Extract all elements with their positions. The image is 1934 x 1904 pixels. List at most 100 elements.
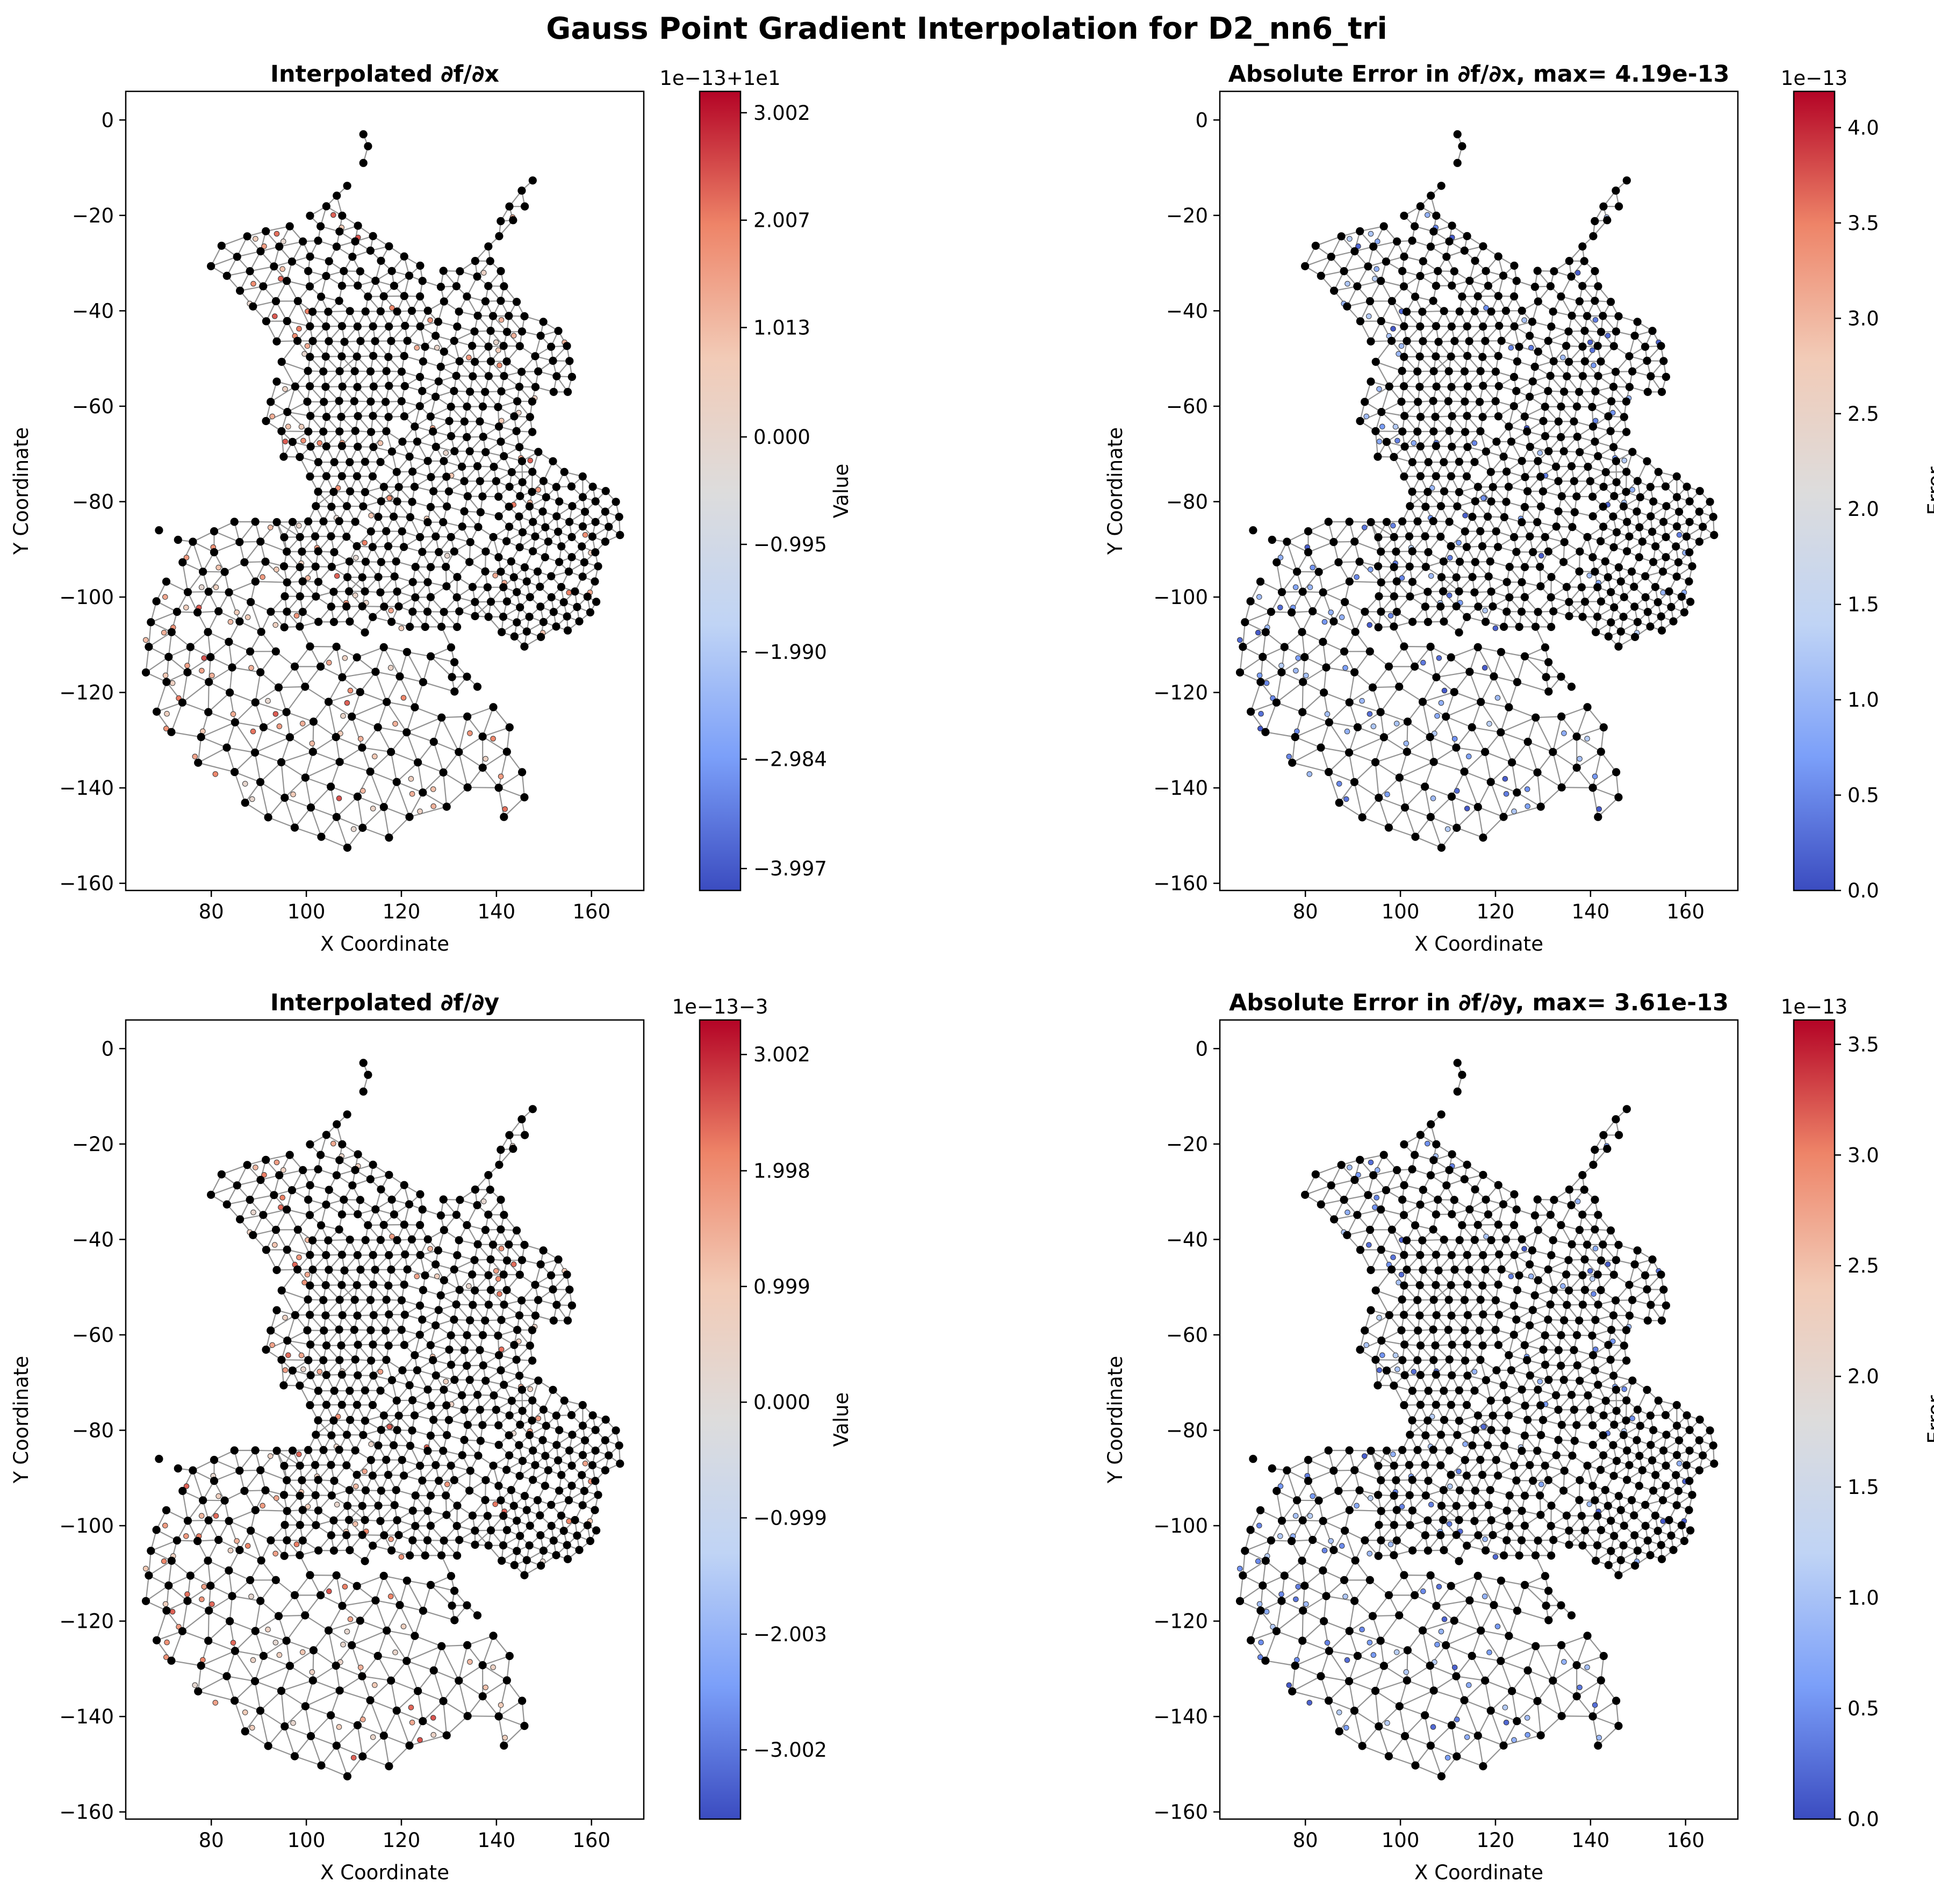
mesh-node <box>466 1467 474 1475</box>
gauss-point <box>272 622 279 628</box>
mesh-node <box>337 1370 347 1379</box>
plot-area <box>1235 130 1719 852</box>
gauss-points <box>1237 1140 1688 1761</box>
mesh-node <box>1458 142 1466 150</box>
gauss-point <box>566 590 572 595</box>
mesh-node <box>1563 372 1571 380</box>
gauss-point <box>372 1682 378 1688</box>
gauss-point <box>1508 344 1514 351</box>
gauss-point <box>1367 622 1372 628</box>
mesh-node <box>1536 1491 1544 1500</box>
mesh-node <box>1529 548 1537 556</box>
mesh-node <box>233 253 241 261</box>
mesh-node <box>489 1461 498 1470</box>
mesh-node <box>274 1612 283 1620</box>
mesh-node <box>1500 1551 1508 1560</box>
mesh-node <box>1609 512 1617 521</box>
x-tick-label: 160 <box>572 900 610 923</box>
mesh-node <box>1308 607 1317 616</box>
mesh-node <box>1356 416 1364 426</box>
mesh-node <box>385 834 393 842</box>
mesh-node <box>1682 1461 1691 1470</box>
gauss-point <box>1438 700 1444 706</box>
gauss-point <box>305 1504 311 1510</box>
mesh-node <box>434 1246 443 1255</box>
gauss-point <box>582 1461 588 1467</box>
mesh-node <box>460 507 469 516</box>
mesh-node <box>484 242 493 251</box>
mesh-node <box>591 497 600 506</box>
mesh-node <box>1536 472 1545 481</box>
gauss-point <box>285 1352 291 1359</box>
mesh-node <box>361 1417 370 1425</box>
mesh-node <box>517 457 527 465</box>
mesh-node <box>1437 1501 1446 1510</box>
gauss-point <box>497 362 502 369</box>
mesh-node <box>1530 362 1539 371</box>
mesh-node <box>1647 1301 1655 1309</box>
gauss-point <box>347 1616 354 1622</box>
mesh-node <box>1432 472 1440 480</box>
mesh-node <box>337 472 346 480</box>
gauss-point <box>1434 713 1440 719</box>
mesh-node <box>528 428 537 436</box>
mesh-node <box>478 1421 487 1429</box>
mesh-node <box>296 1381 304 1390</box>
mesh-node <box>377 558 385 566</box>
mesh-node <box>1439 1515 1448 1524</box>
mesh-node <box>1646 622 1655 631</box>
mesh-node <box>1350 1466 1359 1475</box>
mesh-node <box>565 357 574 365</box>
mesh-node <box>1291 732 1299 742</box>
gauss-point <box>1430 1724 1436 1730</box>
gauss-point <box>282 1314 288 1321</box>
gauss-point <box>1587 1268 1593 1274</box>
mesh-node <box>317 662 325 671</box>
y-axis-label: Y Coordinate <box>10 1356 33 1484</box>
mesh-node <box>222 1200 231 1209</box>
mesh-node <box>1487 307 1496 316</box>
mesh-node <box>1364 262 1372 271</box>
mesh-node <box>406 622 414 631</box>
mesh-node <box>534 1296 543 1304</box>
mesh-node <box>616 1460 624 1468</box>
mesh-node <box>1239 643 1247 651</box>
gauss-point <box>1398 343 1405 349</box>
mesh-node <box>382 367 391 376</box>
mesh-node <box>400 543 408 551</box>
mesh-node <box>1408 236 1417 245</box>
mesh-node <box>1633 477 1642 485</box>
mesh-node <box>531 1281 540 1289</box>
mesh-node <box>483 583 492 592</box>
mesh-node <box>541 1452 550 1460</box>
mesh-node <box>270 262 278 271</box>
mesh-node <box>473 462 482 471</box>
mesh-node <box>1612 768 1621 777</box>
mesh-node <box>578 522 587 531</box>
mesh-node <box>387 748 396 756</box>
mesh-node <box>1434 267 1442 275</box>
mesh-node <box>204 587 213 596</box>
mesh-node <box>453 573 462 581</box>
mesh-node <box>460 1405 469 1414</box>
mesh-node <box>1547 623 1556 631</box>
mesh-node <box>1588 1441 1597 1449</box>
mesh-node <box>354 1150 362 1159</box>
mesh-node <box>1468 1501 1477 1510</box>
mesh-node <box>1400 353 1408 361</box>
mesh-node <box>1499 1741 1508 1750</box>
mesh-node <box>515 443 524 451</box>
mesh-node <box>453 1501 462 1510</box>
mesh-node <box>612 498 620 506</box>
mesh-node <box>353 383 362 391</box>
mesh-node <box>1465 1596 1474 1605</box>
mesh-node <box>1627 567 1636 576</box>
gauss-point <box>304 343 311 349</box>
mesh-node <box>1662 372 1670 381</box>
mesh-node <box>1453 1752 1461 1761</box>
mesh-node <box>330 1476 339 1485</box>
mesh-node <box>476 1436 485 1445</box>
mesh-node <box>1415 352 1424 361</box>
mesh-node <box>308 1676 317 1685</box>
mesh-node <box>1570 1405 1578 1414</box>
